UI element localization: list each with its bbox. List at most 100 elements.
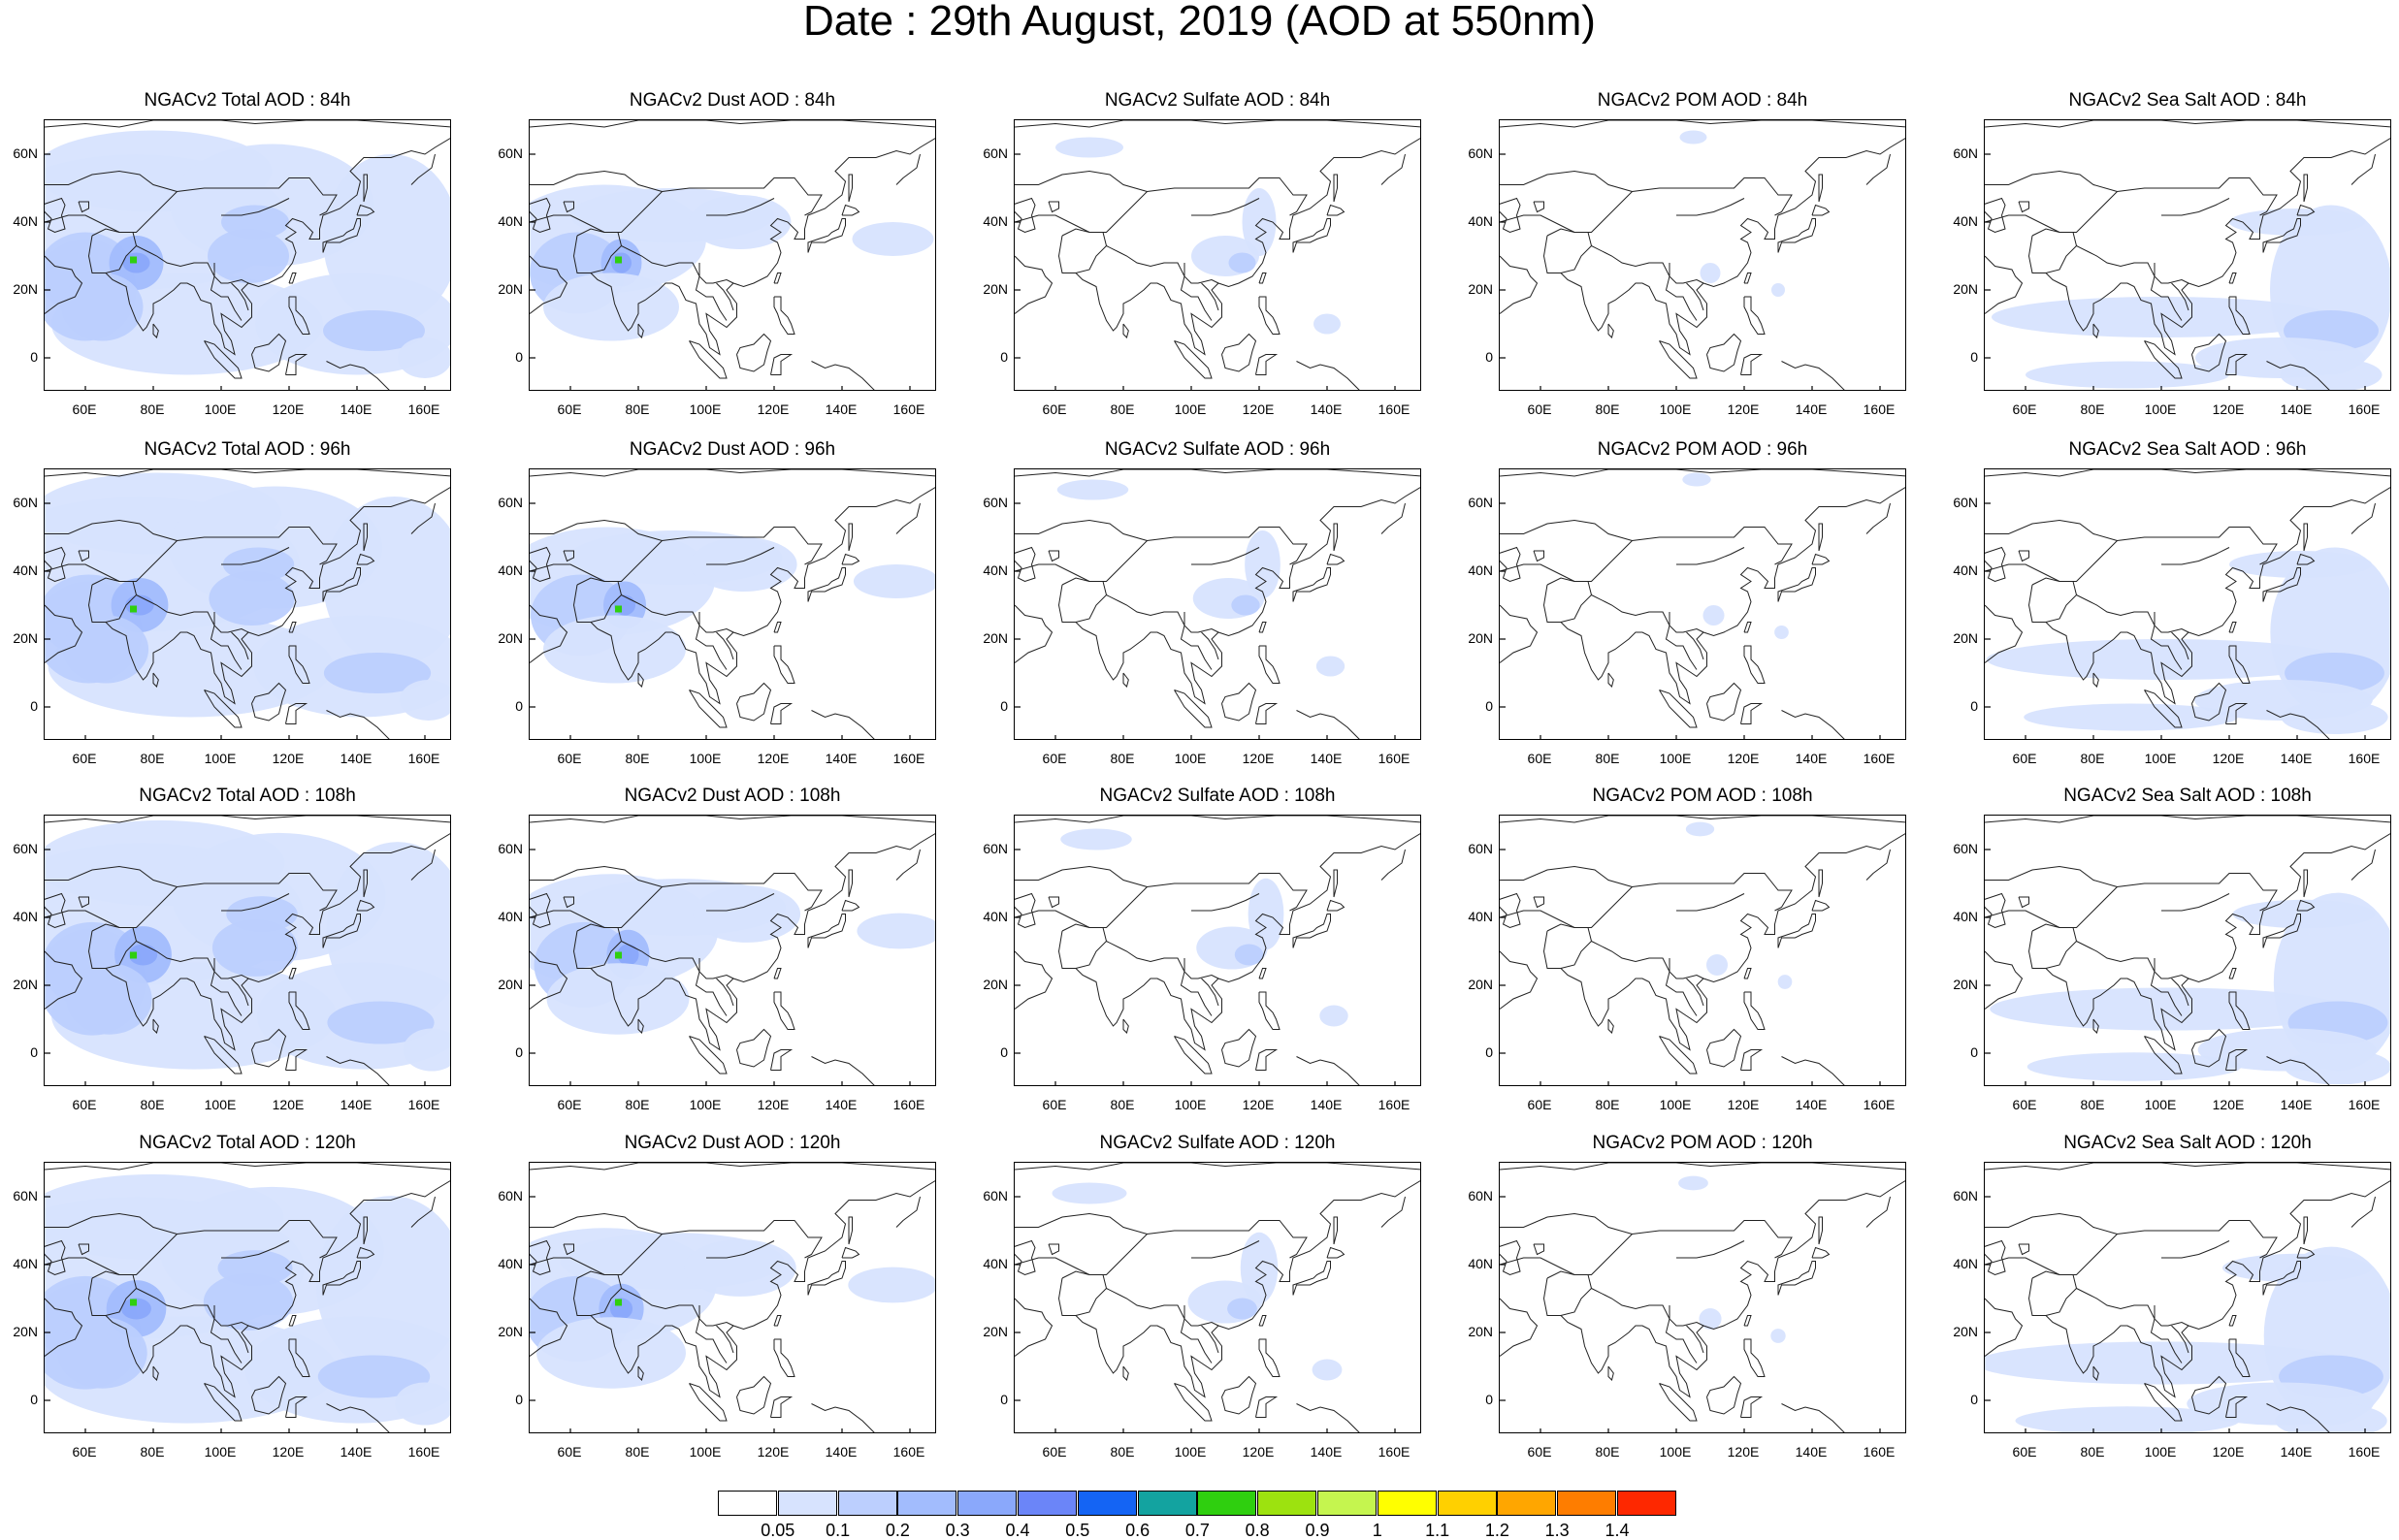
coastline xyxy=(78,550,89,562)
lon-tick-label: 80E xyxy=(2080,401,2105,417)
lon-tick-label: 60E xyxy=(72,1097,97,1112)
coastline xyxy=(2032,487,2390,705)
coastline xyxy=(1665,1305,1698,1364)
coastline xyxy=(689,340,728,379)
coastline xyxy=(1015,170,1148,192)
coastline xyxy=(1659,1036,1698,1075)
coastline xyxy=(251,1375,287,1415)
coastline xyxy=(1985,816,2390,823)
aod-map-panel xyxy=(44,119,451,391)
lat-tick-label: 40N xyxy=(1468,562,1493,578)
coastline xyxy=(363,174,368,203)
aod-region xyxy=(1771,283,1785,297)
lon-tick-label: 100E xyxy=(2144,1097,2177,1112)
aod-field xyxy=(1500,816,1905,1085)
coastline xyxy=(1500,1163,1905,1171)
coastline xyxy=(1659,690,1698,728)
coastline xyxy=(1659,1383,1698,1422)
lon-tick-label: 160E xyxy=(1378,751,1410,766)
lon-tick-label: 160E xyxy=(2348,1444,2381,1460)
coastline xyxy=(326,1403,390,1432)
coastline xyxy=(1062,1180,1420,1398)
lon-tick-label: 120E xyxy=(1242,1097,1275,1112)
coastline xyxy=(1706,333,1742,372)
lon-tick-label: 120E xyxy=(757,1097,790,1112)
coastline xyxy=(288,1315,297,1327)
coastline xyxy=(2225,1049,2249,1071)
lon-tick-label: 80E xyxy=(1595,751,1620,766)
lon-tick-label: 100E xyxy=(1659,1444,1692,1460)
lon-tick-label: 80E xyxy=(2080,1444,2105,1460)
coastline xyxy=(221,893,290,912)
coastline xyxy=(363,523,368,552)
coastline xyxy=(1201,631,1219,660)
lon-tick-label: 100E xyxy=(689,401,722,417)
colorbar-swatch xyxy=(777,1491,837,1516)
lon-tick-label: 80E xyxy=(625,1097,650,1112)
coastline xyxy=(1258,968,1267,979)
colorbar-label: 0.3 xyxy=(945,1521,970,1540)
aod-map-panel xyxy=(1499,468,1906,740)
panel-title: NGACv2 POM AOD : 96h xyxy=(1597,439,1808,460)
aod-map-panel xyxy=(1014,1162,1421,1433)
aod-region xyxy=(1312,1359,1343,1381)
coastline xyxy=(45,546,66,583)
coastline xyxy=(1258,991,1281,1030)
coastline xyxy=(530,255,568,314)
aod-map-panel xyxy=(1499,1162,1906,1433)
coastline xyxy=(87,923,138,969)
aod-region xyxy=(1240,1232,1279,1304)
coastline xyxy=(1500,1298,1539,1357)
coastline xyxy=(2296,553,2316,565)
coastline xyxy=(285,354,308,375)
coastline xyxy=(1015,1220,1308,1275)
coastline xyxy=(1333,523,1338,552)
coastline xyxy=(2076,594,2189,633)
coastline xyxy=(1686,282,1704,311)
colorbar-label: 1.3 xyxy=(1544,1521,1570,1540)
lat-tick-label: 0 xyxy=(1000,1044,1008,1060)
coastline xyxy=(1258,1338,1281,1377)
aod-region xyxy=(208,229,289,283)
lat-tick-label: 20N xyxy=(498,281,523,297)
coastline xyxy=(695,958,728,1016)
coastline xyxy=(1985,892,2006,929)
lon-tick-label: 120E xyxy=(272,1444,305,1460)
coastline xyxy=(1500,170,1633,192)
coastline xyxy=(1607,1018,1614,1034)
lon-tick-label: 100E xyxy=(689,1097,722,1112)
aod-field xyxy=(530,816,935,1085)
aod-region xyxy=(2024,703,2238,731)
coastline xyxy=(841,1246,860,1259)
lon-tick-label: 60E xyxy=(72,1444,97,1460)
colorbar-swatch xyxy=(837,1491,897,1516)
coastline xyxy=(1781,1056,1845,1085)
coastline xyxy=(221,198,290,216)
aod-region xyxy=(543,273,679,341)
coastline xyxy=(689,690,728,728)
colorbar-swatch xyxy=(1077,1491,1137,1516)
coastline xyxy=(45,197,66,234)
coastline xyxy=(45,1163,450,1171)
coastline xyxy=(1062,138,1420,356)
aod-region xyxy=(1985,1341,2349,1385)
coastline xyxy=(1122,672,1129,688)
coastline xyxy=(1818,523,1823,552)
coastline xyxy=(1659,340,1698,379)
coastline xyxy=(773,968,782,979)
coastline xyxy=(1380,849,1406,881)
coastline xyxy=(1180,263,1213,321)
coastline xyxy=(2191,333,2227,372)
coastline xyxy=(2018,201,2029,213)
lon-tick-label: 80E xyxy=(140,401,165,417)
lon-tick-label: 100E xyxy=(689,1444,722,1460)
coastline xyxy=(1292,218,1331,253)
coastline xyxy=(736,333,772,372)
aod-region xyxy=(693,885,801,943)
coastline xyxy=(1665,612,1698,670)
coastline xyxy=(1777,914,1816,948)
coastline xyxy=(1122,1365,1129,1381)
aod-field xyxy=(1500,120,1905,390)
coastline xyxy=(2303,1216,2308,1245)
lon-tick-label: 140E xyxy=(1310,1444,1343,1460)
